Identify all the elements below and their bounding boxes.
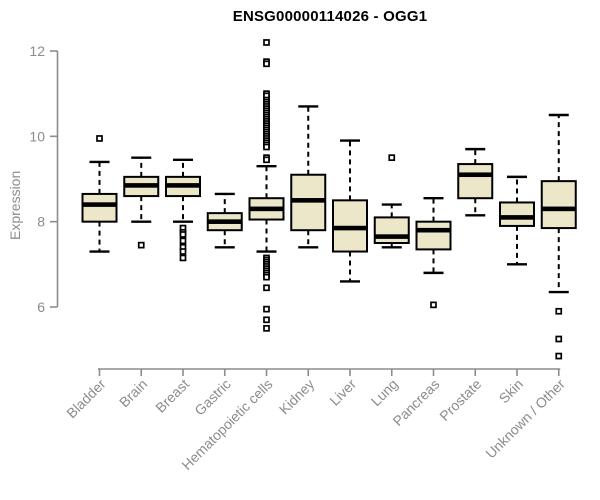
y-tick-label: 10 — [29, 128, 45, 144]
chart-title: ENSG00000114026 - OGG1 — [232, 8, 428, 25]
iqr-box — [499, 201, 535, 227]
median-line — [458, 172, 493, 178]
outlier-point — [263, 316, 270, 324]
iqr-box — [415, 220, 452, 251]
median-line — [374, 234, 409, 239]
x-category-label: Skin — [496, 376, 527, 407]
median-line — [82, 202, 117, 207]
iqr-box — [373, 216, 410, 244]
boxplot-skin — [499, 175, 535, 266]
boxplot-bladder — [81, 135, 118, 253]
x-category-label: Breast — [152, 376, 192, 416]
median-line — [291, 198, 326, 203]
outlier-point — [555, 335, 563, 343]
median-line — [416, 227, 451, 233]
median-line — [207, 219, 242, 224]
boxplot-hematopoietic-cells — [248, 39, 285, 332]
iqr-box — [457, 163, 494, 200]
outlier-point — [263, 324, 270, 332]
outlier-point — [179, 248, 187, 255]
boxplot-gastric — [206, 192, 243, 249]
outlier-point — [555, 307, 563, 315]
outlier-point — [263, 143, 270, 151]
x-category-label: Kidney — [276, 376, 318, 418]
boxplot-liver — [332, 139, 368, 283]
median-line — [249, 206, 284, 212]
median-line — [541, 206, 576, 212]
boxplot-pancreas — [415, 196, 452, 309]
outlier-point — [179, 254, 187, 262]
outlier-point — [179, 237, 187, 245]
y-tick-label: 12 — [29, 43, 45, 59]
x-category-label: Prostate — [436, 376, 484, 424]
boxplot-unknown-other — [540, 113, 577, 360]
x-category-label: Bladder — [63, 376, 109, 422]
x-category-label: Unknown / Other — [482, 376, 568, 462]
median-line — [333, 225, 367, 231]
outlier-point — [263, 60, 270, 68]
outlier-point — [388, 154, 396, 162]
boxplot-lung — [373, 154, 410, 249]
outlier-point — [263, 273, 270, 281]
outlier-point — [137, 241, 145, 249]
outlier-point — [179, 231, 187, 238]
outlier-point — [263, 156, 270, 164]
boxplot-prostate — [457, 147, 494, 217]
y-axis-label: Expression — [7, 170, 23, 240]
outlier-point — [430, 301, 437, 309]
x-category-label: Brain — [116, 376, 150, 410]
boxplot-breast — [165, 158, 201, 262]
x-category-label: Lung — [368, 376, 401, 409]
iqr-box — [540, 180, 577, 230]
boxplot-kidney — [290, 105, 327, 249]
median-line — [500, 215, 534, 220]
median-line — [124, 183, 159, 188]
median-line — [166, 183, 200, 188]
outlier-point — [96, 135, 103, 142]
y-tick-label: 8 — [37, 214, 45, 230]
outlier-point — [263, 39, 270, 46]
iqr-box — [81, 192, 118, 223]
y-tick-label: 6 — [37, 299, 45, 315]
x-category-label: Liver — [326, 376, 359, 409]
outlier-point — [555, 352, 563, 360]
boxplot-brain — [123, 156, 160, 249]
outlier-point — [263, 284, 270, 292]
outlier-point — [263, 305, 270, 313]
